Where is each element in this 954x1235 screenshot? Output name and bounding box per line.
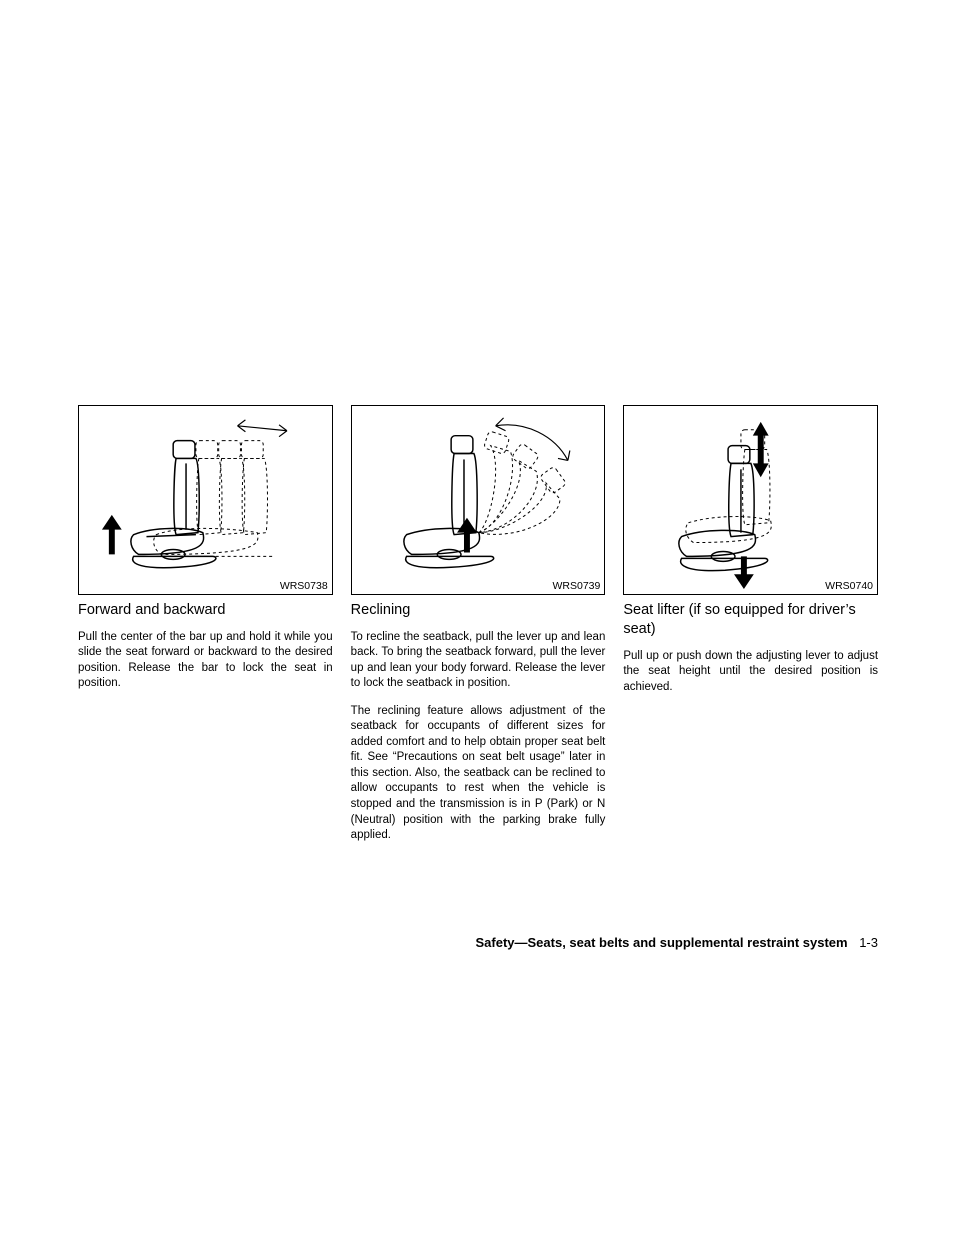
up-arrow-icon <box>102 515 122 555</box>
manual-page: WRS0738 Forward and backward Pull the ce… <box>78 405 878 856</box>
body-paragraph: Pull up or push down the adjusting lever… <box>623 649 878 696</box>
columns-container: WRS0738 Forward and backward Pull the ce… <box>78 405 878 856</box>
section-heading: Seat lifter (if so equipped for driver’s… <box>623 601 878 639</box>
footer-section-name: Safety—Seats, seat belts and supplementa… <box>475 935 847 950</box>
body-paragraph: The reclining feature allows adjustment … <box>351 704 606 844</box>
seat-lifter-diagram <box>624 406 877 594</box>
figure-caption: WRS0738 <box>280 580 328 592</box>
body-paragraph: Pull the center of the bar up and hold i… <box>78 630 333 692</box>
figure-frame-2: WRS0739 <box>351 405 606 595</box>
down-arrow-icon <box>734 556 754 589</box>
figure-frame-1: WRS0738 <box>78 405 333 595</box>
column-seat-lifter: WRS0740 Seat lifter (if so equipped for … <box>623 405 878 856</box>
seat-reclining-diagram <box>352 406 605 594</box>
column-reclining: WRS0739 Reclining To recline the seatbac… <box>351 405 606 856</box>
seat-forward-backward-diagram <box>79 406 332 594</box>
page-footer: Safety—Seats, seat belts and supplementa… <box>475 935 878 950</box>
column-forward-backward: WRS0738 Forward and backward Pull the ce… <box>78 405 333 856</box>
footer-page-number: 1-3 <box>859 935 878 950</box>
section-heading: Reclining <box>351 601 606 620</box>
figure-caption: WRS0739 <box>552 580 600 592</box>
figure-caption: WRS0740 <box>825 580 873 592</box>
body-paragraph: To recline the seatback, pull the lever … <box>351 630 606 692</box>
figure-frame-3: WRS0740 <box>623 405 878 595</box>
section-heading: Forward and backward <box>78 601 333 620</box>
